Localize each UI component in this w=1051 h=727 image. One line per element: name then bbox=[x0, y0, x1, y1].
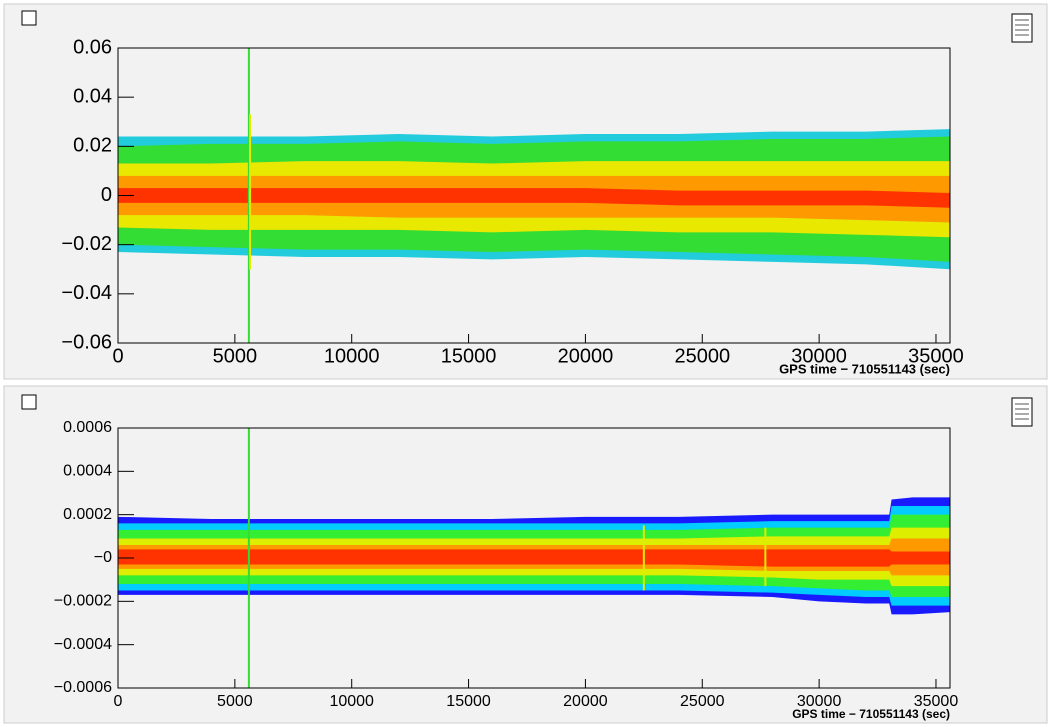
y-tick-label: 0 bbox=[101, 184, 112, 206]
notes-icon[interactable] bbox=[1011, 397, 1033, 427]
x-tick-label: 30000 bbox=[797, 693, 842, 710]
x-tick-label: 35000 bbox=[914, 693, 959, 710]
x-tick-label: 10000 bbox=[324, 345, 380, 367]
x-tick-label: 20000 bbox=[558, 345, 614, 367]
y-tick-label: −0.06 bbox=[61, 331, 112, 353]
x-axis-label: GPS time − 710551143 (sec) bbox=[779, 361, 950, 376]
y-tick-label: −0.0002 bbox=[54, 593, 112, 610]
x-tick-label: 25000 bbox=[674, 345, 730, 367]
y-tick-label: −0.0006 bbox=[54, 679, 112, 696]
x-tick-label: 15000 bbox=[446, 693, 491, 710]
y-tick-label: −0.02 bbox=[61, 233, 112, 255]
y-tick-label: 0.02 bbox=[73, 135, 112, 157]
density-band bbox=[118, 188, 950, 208]
y-tick-label: −0.04 bbox=[61, 282, 112, 304]
x-tick-label: 20000 bbox=[563, 693, 608, 710]
y-tick-label: 0.04 bbox=[73, 85, 112, 107]
x-tick-label: 10000 bbox=[329, 693, 374, 710]
x-tick-label: 0 bbox=[112, 345, 123, 367]
x-tick-label: 5000 bbox=[213, 345, 258, 367]
y-tick-label: 0.0004 bbox=[63, 463, 112, 480]
x-tick-label: 5000 bbox=[217, 693, 253, 710]
notes-icon[interactable] bbox=[1011, 13, 1033, 43]
x-tick-label: 25000 bbox=[680, 693, 725, 710]
y-tick-label: −0 bbox=[94, 549, 112, 566]
y-tick-label: 0.0006 bbox=[63, 419, 112, 436]
x-tick-label: 35000 bbox=[908, 345, 964, 367]
x-tick-label: 0 bbox=[114, 693, 123, 710]
x-tick-label: 30000 bbox=[791, 345, 847, 367]
checkbox[interactable] bbox=[21, 394, 37, 410]
x-tick-label: 15000 bbox=[441, 345, 497, 367]
density-band bbox=[118, 549, 950, 567]
y-tick-label: 0.0002 bbox=[63, 506, 112, 523]
y-tick-label: 0.06 bbox=[73, 36, 112, 58]
x-axis-label: GPS time − 710551143 (sec) bbox=[792, 707, 950, 721]
y-tick-label: −0.0004 bbox=[54, 636, 112, 653]
checkbox[interactable] bbox=[21, 10, 37, 26]
